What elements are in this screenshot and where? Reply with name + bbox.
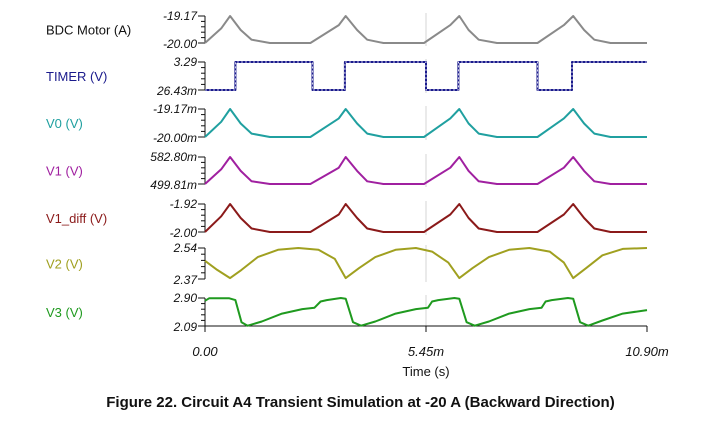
transient-simulation-chart: BDC Motor (A) -19.17 -20.00 TIMER (V) 3.29 26… (46, 9, 669, 379)
x-tick-label-2: 10.90m (625, 344, 669, 359)
x-axis-label: Time (s) (402, 364, 449, 379)
figure-caption: Figure 22. Circuit A4 Transient Simulati… (106, 394, 615, 411)
series-line-6 (204, 297, 648, 327)
y-tick-label-bottom-2: -20.00m (153, 131, 197, 145)
series-label-1: TIMER (V) (46, 69, 107, 84)
series-label-4: V1_diff (V) (46, 211, 107, 226)
series-label-5: V2 (V) (46, 257, 83, 272)
panel-2: V0 (V) -19.17m -20.00m (46, 102, 647, 145)
panel-0: BDC Motor (A) -19.17 -20.00 (46, 9, 647, 51)
y-tick-label-top-2: -19.17m (153, 102, 197, 116)
series-line-5 (204, 247, 648, 280)
panel-3: V1 (V) 582.80m 499.81m (46, 150, 647, 192)
series-label-6: V3 (V) (46, 305, 83, 320)
y-tick-label-bottom-6: 2.09 (173, 320, 198, 334)
panel-6: V3 (V) 2.90 2.09 (46, 291, 648, 334)
panel-4: V1_diff (V) -1.92 -2.00 (46, 197, 647, 240)
series-line-0 (204, 15, 647, 44)
y-tick-label-bottom-4: -2.00 (170, 226, 198, 240)
series-label-2: V0 (V) (46, 116, 83, 131)
chart-panels: BDC Motor (A) -19.17 -20.00 TIMER (V) 3.29 26… (46, 9, 648, 334)
x-axis: 0.00 5.45m 10.90m Time (s) (192, 344, 669, 379)
y-tick-label-bottom-5: 2.37 (173, 273, 199, 287)
y-tick-label-top-4: -1.92 (170, 197, 198, 211)
panel-5: V2 (V) 2.54 2.37 (46, 241, 648, 287)
y-tick-label-top-0: -19.17 (163, 9, 198, 23)
y-tick-label-top-6: 2.90 (173, 291, 198, 305)
y-tick-label-top-5: 2.54 (173, 241, 198, 255)
series-label-0: BDC Motor (A) (46, 23, 131, 38)
x-tick-label-1: 5.45m (408, 344, 444, 359)
series-line-3 (204, 156, 647, 185)
series-line-4 (204, 203, 647, 233)
y-tick-label-bottom-1: 26.43m (156, 84, 197, 98)
panel-1: TIMER (V) 3.29 26.43m (46, 55, 647, 98)
x-tick-label-0: 0.00 (192, 344, 218, 359)
series-line-2 (204, 108, 647, 138)
y-tick-label-bottom-3: 499.81m (150, 178, 197, 192)
series-label-3: V1 (V) (46, 164, 83, 179)
y-tick-label-top-3: 582.80m (150, 150, 197, 164)
y-tick-label-top-1: 3.29 (174, 55, 198, 69)
y-tick-label-bottom-0: -20.00 (163, 37, 197, 51)
series-line-dash-overlay (205, 61, 647, 91)
